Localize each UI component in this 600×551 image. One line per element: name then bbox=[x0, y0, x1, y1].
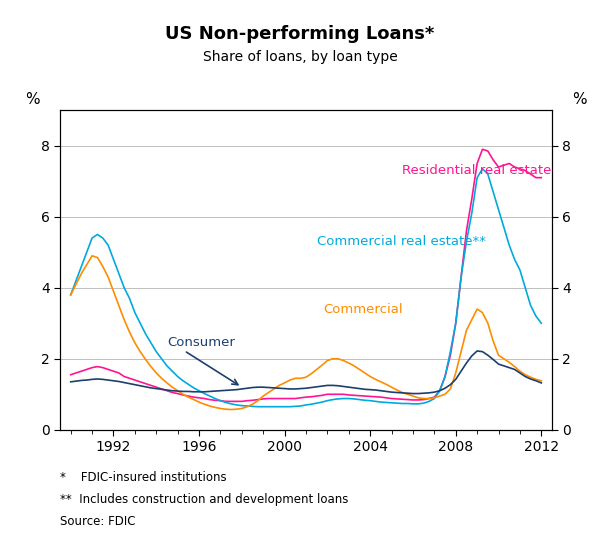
Text: Source: FDIC: Source: FDIC bbox=[60, 515, 136, 528]
Text: Residential real estate: Residential real estate bbox=[402, 164, 551, 177]
Text: Commercial: Commercial bbox=[323, 302, 403, 316]
Text: Commercial real estate**: Commercial real estate** bbox=[317, 235, 485, 248]
Text: **  Includes construction and development loans: ** Includes construction and development… bbox=[60, 493, 349, 506]
Text: US Non-performing Loans*: US Non-performing Loans* bbox=[166, 25, 434, 43]
Text: %: % bbox=[572, 92, 586, 107]
Text: Consumer: Consumer bbox=[167, 336, 235, 349]
Text: %: % bbox=[26, 92, 40, 107]
Text: *    FDIC-insured institutions: * FDIC-insured institutions bbox=[60, 471, 227, 484]
Text: Share of loans, by loan type: Share of loans, by loan type bbox=[203, 50, 397, 63]
